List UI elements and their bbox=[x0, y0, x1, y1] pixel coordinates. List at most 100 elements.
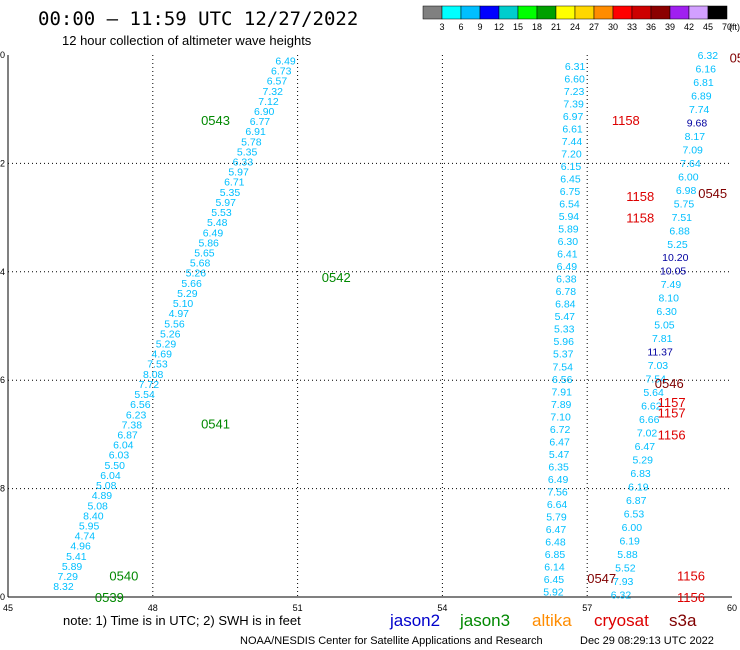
colorbar-label: 12 bbox=[494, 22, 504, 32]
wave-height-label: 7.51 bbox=[672, 212, 693, 224]
wave-height-label: 5.56 bbox=[164, 318, 185, 330]
colorbar-swatch bbox=[498, 5, 519, 20]
wave-height-label: 5.89 bbox=[62, 561, 83, 573]
wave-height-label: 7.72 bbox=[139, 379, 160, 391]
wave-height-label: 6.84 bbox=[555, 299, 576, 311]
satellite-legend-jason3: jason3 bbox=[459, 611, 510, 630]
satellite-legend-altika: altika bbox=[532, 611, 572, 630]
wave-height-label: 6.35 bbox=[548, 461, 569, 473]
wave-height-label: 6.72 bbox=[550, 424, 571, 436]
colorbar-swatch bbox=[460, 5, 481, 20]
wave-height-label: 5.37 bbox=[553, 349, 574, 361]
wave-height-label: 7.74 bbox=[689, 104, 710, 116]
wave-height-label: 5.08 bbox=[87, 500, 108, 512]
colorbar-swatch bbox=[536, 5, 557, 20]
colorbar-swatch bbox=[517, 5, 538, 20]
wave-height-label: 5.96 bbox=[554, 336, 575, 348]
colorbar-label: 39 bbox=[665, 22, 675, 32]
wave-height-label: 4.97 bbox=[169, 308, 190, 320]
x-tick-labels: 45 48 51 54 57 60 bbox=[3, 603, 737, 613]
wave-height-label: 6.87 bbox=[626, 495, 647, 507]
pass-time-label: 0545 bbox=[698, 186, 727, 201]
colorbar-unit: (ft) bbox=[729, 22, 740, 32]
wave-height-label: 5.89 bbox=[558, 224, 579, 236]
wave-height-label: 6.56 bbox=[130, 399, 151, 411]
wave-height-values: 6.496.736.577.327.126.906.776.915.785.35… bbox=[53, 50, 718, 601]
wave-height-label: 6.04 bbox=[100, 470, 121, 482]
wave-height-label: 6.45 bbox=[544, 574, 565, 586]
wave-height-label: 6.04 bbox=[113, 440, 134, 452]
satellite-legend-s3a: s3a bbox=[669, 611, 697, 630]
colorbar-label: 3 bbox=[439, 22, 444, 32]
wave-height-label: 6.89 bbox=[691, 90, 712, 102]
wave-height-label: 6.61 bbox=[562, 123, 583, 135]
wave-height-label: 6.03 bbox=[109, 450, 130, 462]
colorbar-label: 36 bbox=[646, 22, 656, 32]
wave-height-label: 6.78 bbox=[556, 286, 577, 298]
wave-height-label: 6.66 bbox=[639, 414, 660, 426]
pass-time-label: 1157 bbox=[658, 395, 686, 410]
wave-height-label: 6.81 bbox=[693, 77, 714, 89]
wave-height-label: 6.83 bbox=[630, 468, 651, 480]
wave-height-label: 5.66 bbox=[181, 278, 202, 290]
wave-height-label: 5.10 bbox=[173, 298, 194, 310]
wave-height-label: 8.40 bbox=[83, 510, 104, 522]
wave-height-label: 7.54 bbox=[553, 361, 574, 373]
wave-height-label: 6.88 bbox=[669, 225, 690, 237]
colorbar-swatch bbox=[574, 5, 595, 20]
wave-height-label: 8.17 bbox=[685, 131, 706, 143]
wave-height-label: 5.29 bbox=[156, 339, 177, 351]
wave-height-label: 6.91 bbox=[245, 126, 266, 138]
wave-height-label: 5.25 bbox=[667, 239, 688, 251]
x-tick-label: 51 bbox=[293, 603, 303, 613]
wave-height-label: 5.48 bbox=[207, 217, 228, 229]
colorbar-label: 27 bbox=[589, 22, 599, 32]
wave-height-label: 4.69 bbox=[151, 349, 172, 361]
wave-height-label: 6.97 bbox=[563, 111, 584, 123]
colorbar-swatch bbox=[479, 5, 500, 20]
wave-height-label: 6.53 bbox=[624, 508, 645, 520]
wave-height-label: 6.54 bbox=[559, 199, 580, 211]
wave-height-label: 6.15 bbox=[561, 161, 582, 173]
wave-height-label: 6.62 bbox=[641, 401, 662, 413]
wave-height-label: 5.97 bbox=[216, 197, 237, 209]
wave-height-label: 7.32 bbox=[263, 86, 284, 98]
y-tick-label: -38 bbox=[0, 484, 5, 494]
wave-height-label: 6.98 bbox=[676, 185, 697, 197]
colorbar-label: 21 bbox=[551, 22, 561, 32]
wave-height-label: 8.08 bbox=[143, 369, 164, 381]
wave-height-label: 5.05 bbox=[654, 320, 675, 332]
wave-height-label: 5.50 bbox=[105, 460, 126, 472]
wave-height-label: 5.54 bbox=[134, 389, 155, 401]
wave-height-label: 7.38 bbox=[122, 419, 143, 431]
wave-height-label: 7.53 bbox=[147, 359, 168, 371]
wave-height-label: 5.08 bbox=[96, 480, 117, 492]
wave-height-label: 7.10 bbox=[550, 411, 571, 423]
pass-time-label: 0540 bbox=[109, 568, 138, 583]
wave-height-label: 6.30 bbox=[558, 236, 579, 248]
pass-time-label: 05 bbox=[730, 51, 740, 66]
x-tick-label: 45 bbox=[3, 603, 13, 613]
footer-note: note: 1) Time is in UTC; 2) SWH is in fe… bbox=[63, 613, 301, 628]
wave-height-label: 10.20 bbox=[662, 252, 688, 264]
y-tick-label: -30 bbox=[0, 50, 5, 60]
pass-time-label: 0542 bbox=[322, 270, 351, 285]
wave-height-label: 7.81 bbox=[652, 333, 673, 345]
wave-height-label: 5.94 bbox=[559, 211, 580, 223]
wave-height-label: 6.49 bbox=[548, 474, 569, 486]
wave-height-label: 6.30 bbox=[656, 306, 677, 318]
wave-height-label: 7.56 bbox=[547, 486, 568, 498]
wave-height-label: 6.73 bbox=[271, 66, 292, 78]
wave-height-label: 7.09 bbox=[682, 144, 703, 156]
wave-height-label: 6.38 bbox=[556, 274, 577, 286]
colorbar-label: 42 bbox=[684, 22, 694, 32]
colorbar-label: 18 bbox=[532, 22, 542, 32]
wave-height-label: 11.37 bbox=[647, 347, 673, 359]
wave-height-label: 6.32 bbox=[698, 50, 719, 62]
wave-height-label: 5.86 bbox=[198, 237, 219, 249]
wave-height-label: 6.32 bbox=[611, 589, 632, 601]
grid bbox=[8, 55, 732, 597]
wave-height-label: 6.47 bbox=[635, 441, 656, 453]
wave-height-label: 7.12 bbox=[258, 96, 279, 108]
wave-height-label: 5.88 bbox=[617, 549, 638, 561]
